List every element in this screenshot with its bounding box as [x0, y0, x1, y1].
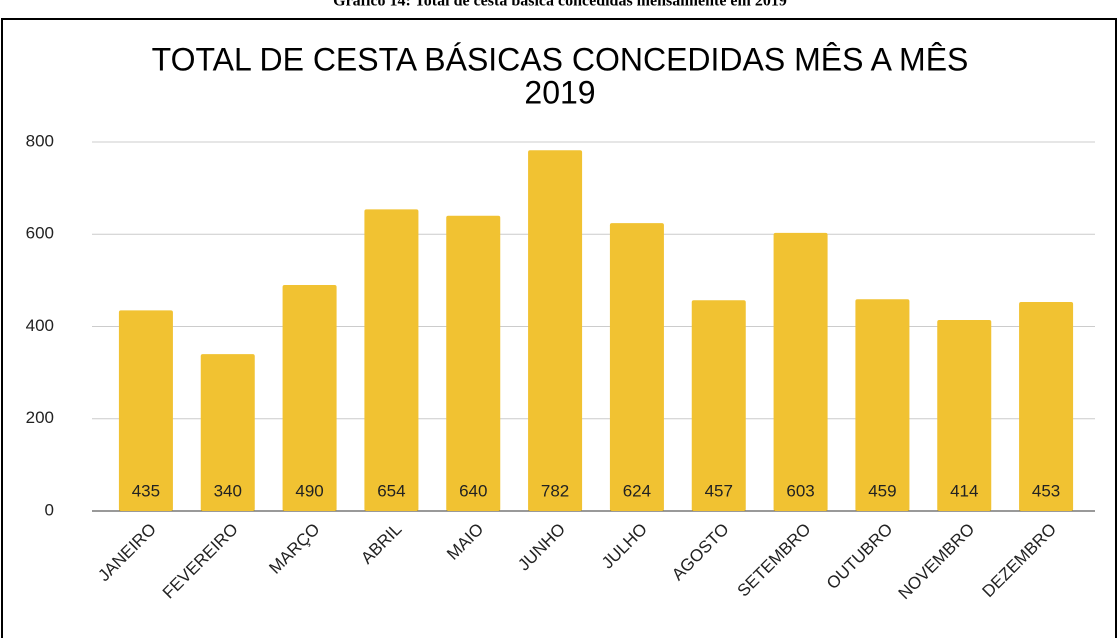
data-label: 414 [950, 481, 978, 500]
data-label: 782 [541, 481, 569, 500]
bar [773, 232, 828, 511]
data-label: 340 [214, 481, 242, 500]
bar [855, 299, 910, 511]
bar [691, 300, 746, 511]
caption: Gráfico 14: Total de cesta básica conced… [333, 0, 787, 10]
bar [364, 209, 419, 511]
y-tick-label: 200 [26, 408, 54, 427]
bar [1019, 302, 1074, 511]
data-label: 624 [623, 481, 651, 500]
bar [200, 354, 255, 511]
data-label: 453 [1032, 481, 1060, 500]
y-tick-label: 0 [45, 500, 54, 519]
bar [282, 284, 337, 511]
data-label: 603 [786, 481, 814, 500]
bar [609, 223, 664, 511]
data-label: 654 [377, 481, 405, 500]
data-label: 459 [868, 481, 896, 500]
bar [118, 310, 173, 511]
data-label: 640 [459, 481, 487, 500]
data-label: 490 [295, 481, 323, 500]
bar [446, 215, 501, 512]
y-tick-label: 800 [26, 131, 54, 150]
bar [528, 150, 583, 512]
y-tick-label: 400 [26, 316, 54, 335]
chart-title: TOTAL DE CESTA BÁSICAS CONCEDIDAS MÊS A … [152, 41, 969, 77]
chart-title: 2019 [524, 74, 595, 110]
y-tick-label: 600 [26, 224, 54, 243]
data-label: 435 [132, 481, 160, 500]
bar [937, 320, 992, 511]
data-label: 457 [705, 481, 733, 500]
